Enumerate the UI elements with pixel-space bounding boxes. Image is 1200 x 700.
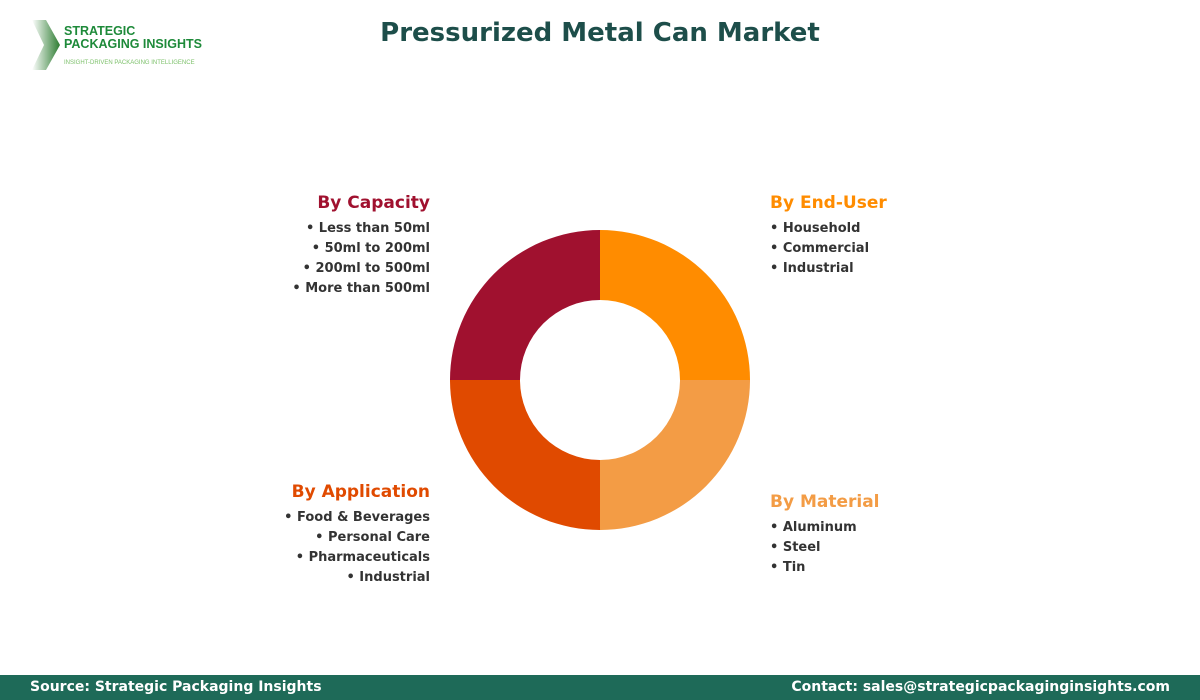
list-item: Tin — [770, 558, 880, 578]
segment-material — [600, 380, 750, 530]
page-title: Pressurized Metal Can Market — [380, 18, 820, 48]
footer: Source: Strategic Packaging Insights Con… — [0, 675, 1200, 700]
segment-title: By Material — [770, 492, 880, 512]
logo-line1: STRATEGIC — [64, 24, 136, 38]
list-item: Personal Care — [284, 528, 430, 548]
segment-material-label: By Material AluminumSteelTin — [770, 492, 880, 578]
segment-title: By Application — [291, 482, 430, 502]
segment-application — [450, 380, 600, 530]
logo: STRATEGIC PACKAGING INSIGHTS INSIGHT-DRI… — [32, 20, 202, 70]
list-item: Household — [770, 219, 887, 239]
list-item: More than 500ml — [292, 279, 430, 299]
list-item: Steel — [770, 538, 880, 558]
contact-text: Contact: sales@strategicpackaginginsight… — [791, 679, 1170, 695]
list-item: Industrial — [284, 568, 430, 588]
list-item: Pharmaceuticals — [284, 548, 430, 568]
logo-line2: PACKAGING INSIGHTS — [64, 37, 202, 51]
segment-title: By End-User — [770, 193, 887, 213]
segment-capacity — [450, 230, 600, 380]
source-text: Source: Strategic Packaging Insights — [30, 679, 322, 695]
list-item: 50ml to 200ml — [292, 239, 430, 259]
logo-chevron-icon — [32, 20, 60, 70]
list-item: Less than 50ml — [292, 219, 430, 239]
segment-title: By Capacity — [317, 193, 430, 213]
segment-application-label: By Application Food & BeveragesPersonal … — [284, 482, 430, 588]
list-item: Food & Beverages — [284, 508, 430, 528]
segment-end-user-label: By End-User HouseholdCommercialIndustria… — [770, 193, 887, 279]
list-item: Commercial — [770, 239, 887, 259]
logo-tagline: INSIGHT-DRIVEN PACKAGING INTELLIGENCE — [64, 60, 195, 66]
list-item: Industrial — [770, 259, 887, 279]
list-item: 200ml to 500ml — [292, 259, 430, 279]
segment-end-user — [600, 230, 750, 380]
list-item: Aluminum — [770, 518, 880, 538]
segment-capacity-label: By Capacity Less than 50ml50ml to 200ml2… — [292, 193, 430, 299]
